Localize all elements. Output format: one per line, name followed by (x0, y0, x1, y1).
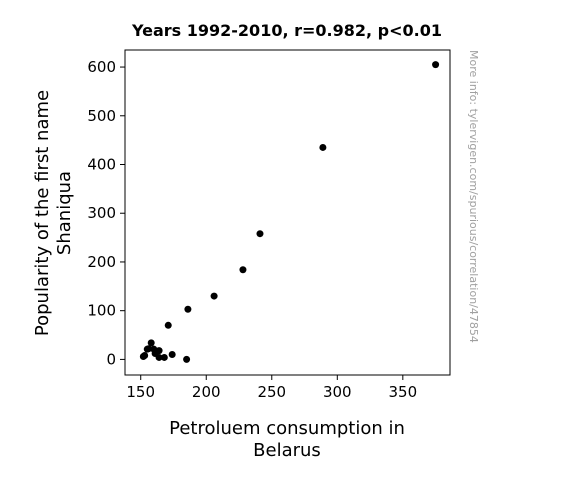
x-axis-label-line-1: Petroluem consumption in (169, 418, 405, 439)
chart-title: Years 1992-2010, r=0.982, p<0.01 (131, 21, 442, 40)
y-tick-label: 300 (87, 204, 116, 222)
x-tick-label: 150 (126, 383, 155, 401)
data-points (139, 61, 440, 363)
data-point (139, 352, 147, 360)
watermark: More info: tylervigen.com/spurious/corre… (467, 50, 480, 343)
data-point (147, 339, 155, 347)
data-point (160, 353, 168, 361)
y-axis-label: Popularity of the first name Shaniqua (32, 90, 75, 336)
data-point (319, 143, 327, 151)
x-axis-label-line-2: Belarus (253, 440, 321, 461)
plot-area (124, 49, 451, 376)
data-point (184, 305, 192, 313)
x-tick-label: 350 (389, 383, 418, 401)
y-tick-label: 400 (87, 156, 116, 174)
x-tick-label: 300 (323, 383, 352, 401)
data-point (256, 230, 264, 238)
x-axis: 150 200 250 300 350 (126, 375, 417, 401)
data-point (183, 355, 191, 363)
data-point (150, 345, 158, 353)
data-point (164, 321, 172, 329)
y-axis-label-line-1: Popularity of the first name (32, 90, 53, 336)
x-tick-label: 200 (192, 383, 221, 401)
data-point (143, 345, 151, 353)
data-point (432, 61, 440, 69)
data-point (239, 266, 247, 274)
y-axis: 0 100 200 300 400 500 600 (87, 58, 125, 368)
data-point (168, 351, 176, 359)
y-tick-label: 0 (106, 350, 116, 368)
y-tick-label: 200 (87, 253, 116, 271)
data-point (210, 292, 218, 300)
watermark-text: More info: tylervigen.com/spurious/corre… (467, 50, 480, 343)
y-tick-label: 600 (87, 58, 116, 76)
x-tick-label: 250 (257, 383, 286, 401)
y-axis-label-line-2: Shaniqua (54, 171, 75, 255)
y-tick-label: 500 (87, 107, 116, 125)
y-tick-label: 100 (87, 302, 116, 320)
